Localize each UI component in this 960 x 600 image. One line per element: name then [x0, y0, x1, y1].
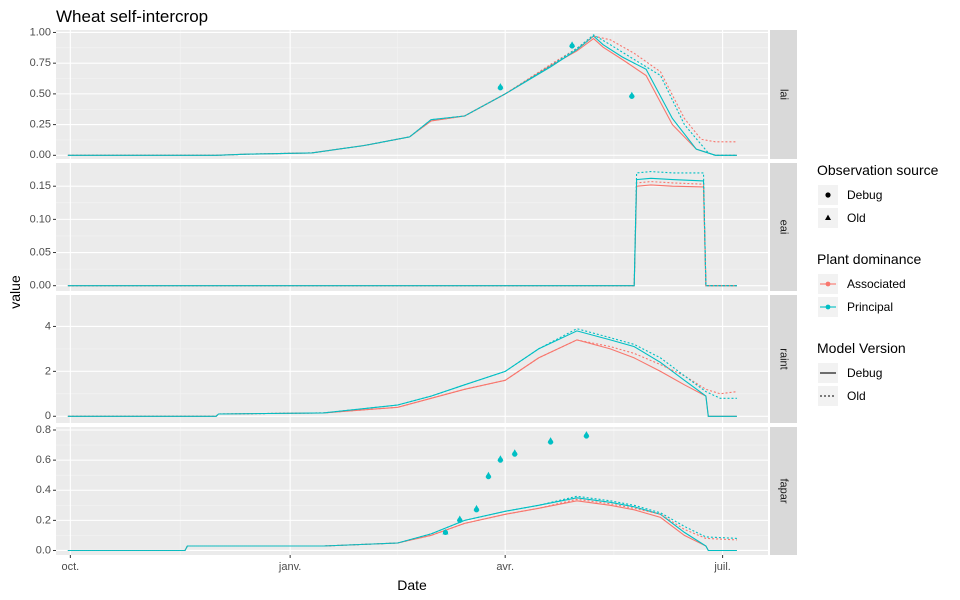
legend-label: Old [847, 211, 866, 225]
legend: Observation source Debug Old Plant dominanc… [817, 162, 939, 406]
y-axis-title: value [7, 275, 23, 309]
series-line-principal-old [67, 328, 737, 417]
strip-background [770, 163, 797, 291]
observation-point-old [497, 455, 504, 461]
x-tick-label: juil. [713, 561, 731, 573]
facet-panel-fapar: fapar 0.0 0.2 0.4 0.6 0.8 [36, 424, 797, 556]
strip-label-lai: lai [778, 89, 790, 100]
series-line-principal-old [67, 495, 737, 552]
y-tick-label: 0.10 [30, 213, 51, 225]
legend-color-dot [825, 304, 831, 310]
panel-background [56, 30, 768, 159]
series-line-principal-debug [67, 35, 737, 156]
chart-title: Wheat self-intercrop [56, 7, 208, 26]
y-tick-label: 0.15 [30, 180, 51, 192]
y-tick-label: 0.6 [36, 454, 51, 466]
y-tick-label: 0.8 [36, 424, 51, 436]
legend-title: Observation source [817, 162, 939, 178]
y-tick-label: 2 [45, 365, 51, 377]
observation-point-old [497, 83, 504, 89]
strip-background [770, 427, 797, 555]
strip-background [770, 30, 797, 159]
observation-point-old [569, 41, 576, 47]
legend-label: Old [847, 389, 866, 403]
x-tick-label: janv. [278, 561, 301, 573]
y-tick-label: 0.00 [30, 149, 51, 161]
legend-title: Model Version [817, 340, 906, 356]
y-tick-label: 1.00 [30, 26, 51, 38]
observation-point-old [456, 515, 463, 521]
y-tick-label: 0.05 [30, 246, 51, 258]
legend-label: Associated [847, 277, 906, 291]
facet-panel-lai: lai 0.00 0.25 0.50 0.75 1.00 [30, 26, 797, 161]
strip-label-eai: eai [778, 220, 790, 235]
legend-triangle-marker [825, 214, 831, 220]
facet-panel-eai: eai 0.00 0.05 0.10 0.15 [30, 163, 797, 292]
series-line-principal-old [67, 34, 737, 156]
y-tick-label: 0.50 [30, 88, 51, 100]
legend-label: Debug [847, 188, 882, 202]
series-line-associated-old [67, 181, 737, 287]
series-line-principal-old [67, 171, 737, 287]
y-tick-label: 0.4 [36, 484, 51, 496]
strip-label-raint: raint [778, 348, 790, 369]
x-axis-title: Date [397, 577, 427, 593]
y-tick-label: 0.75 [30, 57, 51, 69]
observation-point-old [511, 449, 518, 455]
y-tick-label: 0.00 [30, 280, 51, 292]
observation-point-old [547, 437, 554, 443]
legend-circle-marker [825, 192, 831, 198]
x-tick-label: avr. [496, 561, 514, 573]
observation-point-old [473, 504, 480, 511]
panel-background [56, 427, 768, 555]
legend-color-dot [825, 281, 831, 287]
facet-panel-raint: raint 0 2 4 [45, 295, 797, 423]
series-line-associated-old [67, 35, 737, 156]
legend-title: Plant dominance [817, 251, 922, 267]
y-tick-label: 0 [45, 410, 51, 422]
legend-label: Principal [847, 300, 893, 314]
observation-point-old [485, 471, 492, 478]
observation-point-old [628, 91, 635, 98]
legend-label: Debug [847, 366, 882, 380]
facet-panels: lai0.000.250.500.751.00eai0.000.050.100.… [30, 26, 797, 556]
x-axis: oct. janv. avr. juil. [61, 555, 731, 573]
strip-label-fapar: fapar [778, 478, 790, 503]
y-tick-label: 0.0 [36, 544, 51, 556]
y-tick-label: 0.25 [30, 119, 51, 131]
strip-background [770, 295, 797, 423]
observation-point-old [583, 431, 590, 437]
observation-point-old [442, 529, 449, 535]
y-tick-label: 4 [45, 320, 51, 332]
x-tick-label: oct. [61, 561, 79, 573]
y-tick-label: 0.2 [36, 514, 51, 526]
panel-background [56, 163, 768, 291]
series-line-associated-old [67, 498, 737, 552]
